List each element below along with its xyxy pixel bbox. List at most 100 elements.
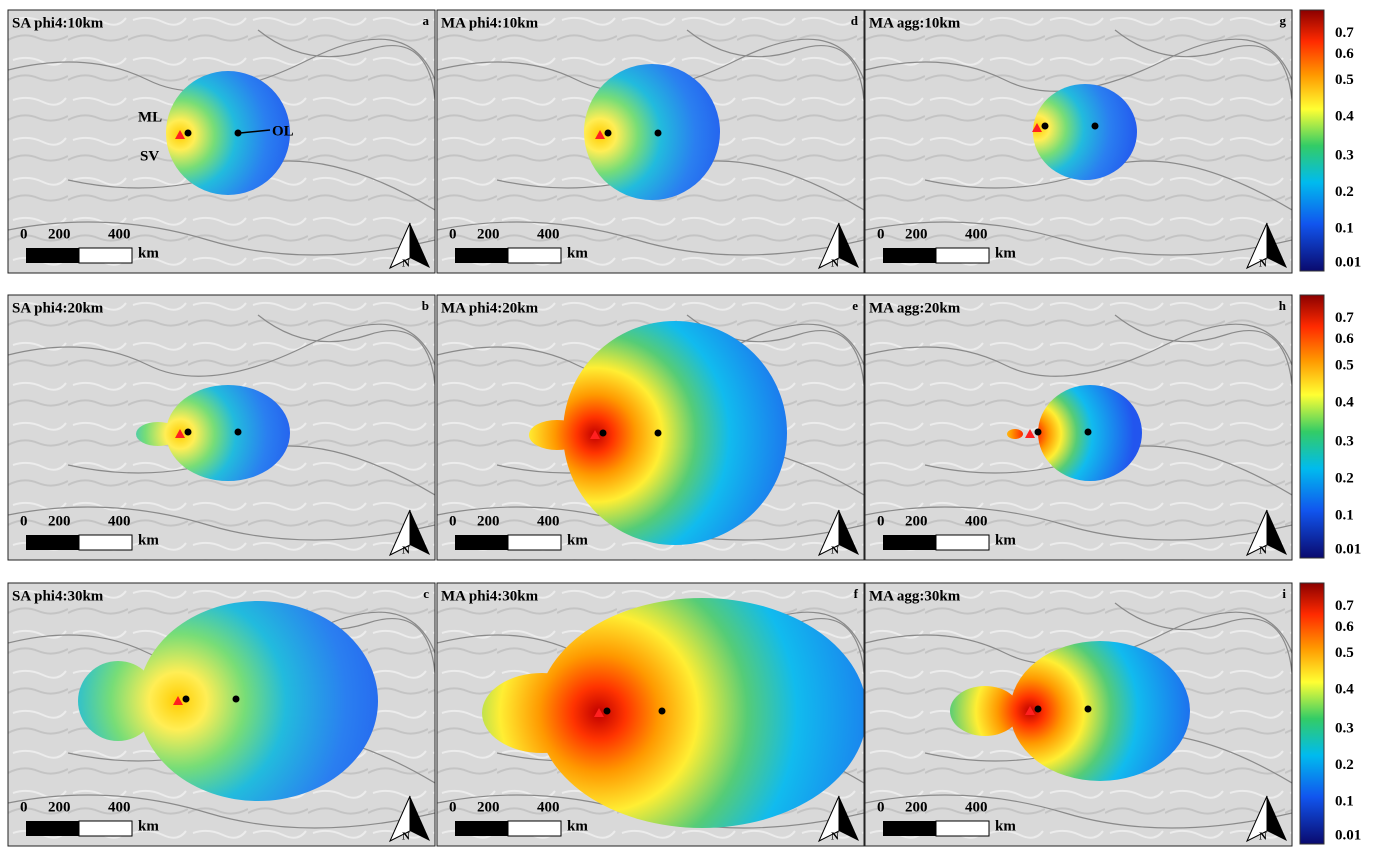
scale-label: 400 — [965, 226, 988, 242]
scale-label: 0 — [877, 513, 885, 529]
city-ol — [659, 708, 666, 715]
city-ml — [183, 696, 190, 703]
map-content — [865, 583, 1292, 846]
north-label: N — [1259, 831, 1267, 843]
colorbar-tick-label: 0.3 — [1335, 434, 1354, 450]
city-ml — [604, 708, 611, 715]
scale-bar-white — [79, 248, 132, 263]
colorbar-tick-label: 0.6 — [1335, 331, 1354, 347]
site-label: ML — [138, 109, 162, 125]
scale-bar-black — [455, 821, 508, 836]
panel-title: SA phi4:20km — [12, 300, 104, 316]
panel-title: SA phi4:30km — [12, 588, 104, 604]
site-label: OL — [272, 123, 294, 139]
scale-label: 200 — [905, 513, 928, 529]
scale-bar-white — [508, 248, 561, 263]
city-ml — [1035, 706, 1042, 713]
north-label: N — [831, 258, 839, 270]
colorbar-tick-label: 0.2 — [1335, 471, 1354, 487]
scale-bar-white — [79, 535, 132, 550]
colorbar-tick-label: 0.7 — [1335, 598, 1354, 614]
panel-title: MA phi4:10km — [441, 15, 539, 31]
scale-unit: km — [995, 818, 1016, 834]
colorbar-tick-label: 0.6 — [1335, 46, 1354, 62]
city-ol — [1092, 123, 1099, 130]
scale-bar-black — [26, 248, 79, 263]
scale-bar-black — [883, 535, 936, 550]
scale-bar-white — [508, 535, 561, 550]
map-panel: MA agg:20kmh0200400kmN — [865, 295, 1292, 560]
city-ol — [655, 430, 662, 437]
scale-bar-white — [936, 248, 989, 263]
colorbar-tick-label: 0.2 — [1335, 757, 1354, 773]
scale-label: 0 — [877, 226, 885, 242]
colorbar-tick-label: 0.5 — [1335, 357, 1354, 373]
map-content — [8, 10, 435, 273]
panel-letter: h — [1279, 298, 1287, 313]
colorbar-tick-label: 0.7 — [1335, 310, 1354, 326]
panel-letter: g — [1280, 13, 1287, 28]
scale-label: 200 — [48, 513, 71, 529]
scale-label: 400 — [965, 799, 988, 815]
scale-label: 400 — [537, 799, 560, 815]
scale-label: 200 — [905, 226, 928, 242]
panel-letter: d — [851, 13, 859, 28]
map-content — [8, 295, 435, 560]
panel-title: MA agg:30km — [869, 588, 961, 604]
scale-label: 200 — [905, 799, 928, 815]
scale-bar-white — [936, 535, 989, 550]
north-label: N — [831, 545, 839, 557]
colorbar-tick-label: 0.01 — [1335, 255, 1361, 271]
colorbar-tick-label: 0.5 — [1335, 72, 1354, 88]
city-ol — [655, 130, 662, 137]
site-label: SV — [140, 148, 159, 164]
scale-label: 0 — [449, 513, 457, 529]
plume-lobe — [482, 673, 602, 753]
colorbar-tick-label: 0.1 — [1335, 507, 1354, 523]
scale-label: 200 — [477, 226, 500, 242]
scale-label: 400 — [965, 513, 988, 529]
colorbar-tick-label: 0.2 — [1335, 184, 1354, 200]
north-label: N — [1259, 545, 1267, 557]
city-ml — [600, 430, 607, 437]
city-ol — [233, 696, 240, 703]
scale-label: 0 — [877, 799, 885, 815]
colorbar-tick-label: 0.01 — [1335, 828, 1361, 844]
scale-label: 0 — [449, 226, 457, 242]
colorbar — [1300, 10, 1324, 271]
scale-bar-white — [936, 821, 989, 836]
plume-lobe — [1007, 429, 1023, 439]
map-panel: MA agg:10km g 0 200 400 km N — [865, 10, 1292, 273]
panel-letter: e — [852, 298, 858, 313]
north-label: N — [1259, 258, 1267, 270]
city-ol — [1085, 706, 1092, 713]
scale-label: 0 — [20, 226, 28, 242]
panel-letter: i — [1282, 586, 1286, 601]
scale-label: 200 — [48, 799, 71, 815]
colorbar-tick-label: 0.1 — [1335, 794, 1354, 810]
plume — [138, 601, 378, 801]
colorbar-tick-label: 0.1 — [1335, 221, 1354, 237]
map-panel: MA agg:30km i 0 200 400 km N — [865, 583, 1292, 846]
plume — [584, 64, 720, 200]
plume — [166, 385, 290, 481]
plume-lobe — [529, 420, 585, 450]
colorbar-tick-label: 0.5 — [1335, 645, 1354, 661]
scale-label: 400 — [537, 226, 560, 242]
scale-bar-black — [26, 821, 79, 836]
scale-bar-white — [508, 821, 561, 836]
scale-unit: km — [995, 245, 1016, 261]
plume — [1033, 84, 1137, 180]
plume-lobe — [950, 686, 1020, 736]
panel-letter: f — [854, 586, 859, 601]
panel-title: MA agg:10km — [869, 15, 961, 31]
colorbar-tick-label: 0.3 — [1335, 721, 1354, 737]
map-panel: SA phi4:20kmb0200400kmN — [8, 295, 435, 560]
city-ol — [1085, 429, 1092, 436]
scale-label: 400 — [108, 799, 131, 815]
plume-lobe — [78, 661, 158, 741]
scale-unit: km — [995, 532, 1016, 548]
